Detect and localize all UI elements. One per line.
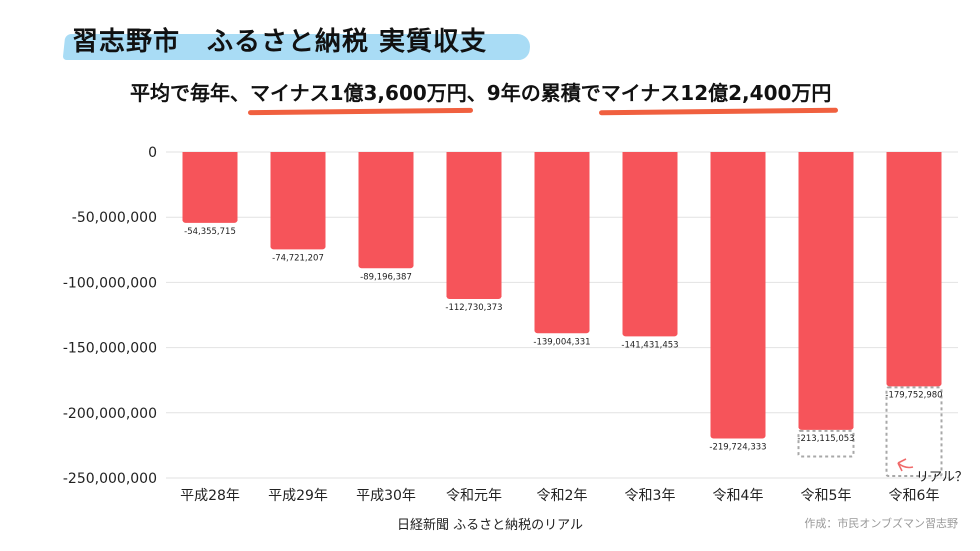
bar (182, 152, 238, 221)
credit-caption: 作成：市民オンブズマン習志野 (804, 517, 958, 530)
y-tick-label: 0 (148, 145, 157, 161)
data-label: -112,730,373 (445, 303, 502, 313)
page-title: 習志野市 ふるさと納税 実質収支 (72, 27, 488, 57)
x-tick-label: 令和3年 (625, 488, 676, 504)
subtitle-part-1: 平均で毎年、 (130, 81, 250, 105)
x-tick-label: 令和元年 (446, 488, 502, 504)
data-label: -179,752,980 (885, 390, 942, 400)
data-label: -54,355,715 (184, 227, 236, 237)
bar-end (886, 380, 942, 387)
bar (270, 152, 326, 248)
bar (710, 152, 766, 437)
bar-end (446, 293, 502, 300)
x-tick-label: 平成30年 (356, 488, 416, 504)
data-label: -213,115,053 (797, 434, 854, 444)
x-tick-label: 令和5年 (801, 488, 852, 504)
bar-end (622, 330, 678, 337)
data-label: -89,196,387 (360, 272, 412, 282)
data-label: -141,431,453 (621, 340, 678, 350)
y-tick-label: -50,000,000 (72, 210, 157, 226)
subtitle-highlight-cumulative: マイナス12億2,400万円 (601, 78, 832, 108)
y-tick-label: -100,000,000 (63, 275, 157, 291)
subtitle-highlight-average: マイナス1億3,600万円 (250, 78, 467, 108)
y-tick-label: -150,000,000 (63, 341, 157, 357)
bar-end (534, 327, 590, 334)
x-tick-label: 令和6年 (889, 488, 940, 504)
subtitle-part-3: 、9年の累積で (466, 81, 601, 105)
bar (446, 152, 502, 298)
bar (358, 152, 414, 267)
bar (534, 152, 590, 332)
bar-end (710, 432, 766, 439)
bar (886, 152, 942, 385)
bar (798, 152, 854, 428)
data-label: -74,721,207 (272, 253, 324, 263)
title-area: 習志野市 ふるさと納税 実質収支 (62, 22, 532, 66)
source-caption: 日経新聞 ふるさと納税のリアル (396, 518, 583, 533)
bar-end (798, 423, 854, 430)
y-tick-label: -250,000,000 (63, 471, 157, 487)
dotted-outline (797, 429, 855, 458)
x-tick-label: 平成29年 (268, 488, 328, 504)
bar (622, 152, 678, 335)
data-label: -219,724,333 (709, 443, 766, 453)
annotation-arrowhead (897, 458, 907, 472)
y-tick-label: -200,000,000 (63, 406, 157, 422)
bar-end (182, 216, 238, 223)
x-tick-label: 平成28年 (180, 488, 240, 504)
bar-end (270, 243, 326, 250)
x-tick-label: 令和4年 (713, 488, 764, 504)
x-tick-label: 令和2年 (537, 488, 588, 504)
data-label: -139,004,331 (533, 337, 590, 347)
bar-end (358, 262, 414, 269)
subtitle: 平均で毎年、マイナス1億3,600万円、9年の累積でマイナス12億2,400万円 (130, 78, 831, 108)
annotation-text: リアル？ (916, 470, 968, 485)
dotted-outline (885, 386, 943, 477)
